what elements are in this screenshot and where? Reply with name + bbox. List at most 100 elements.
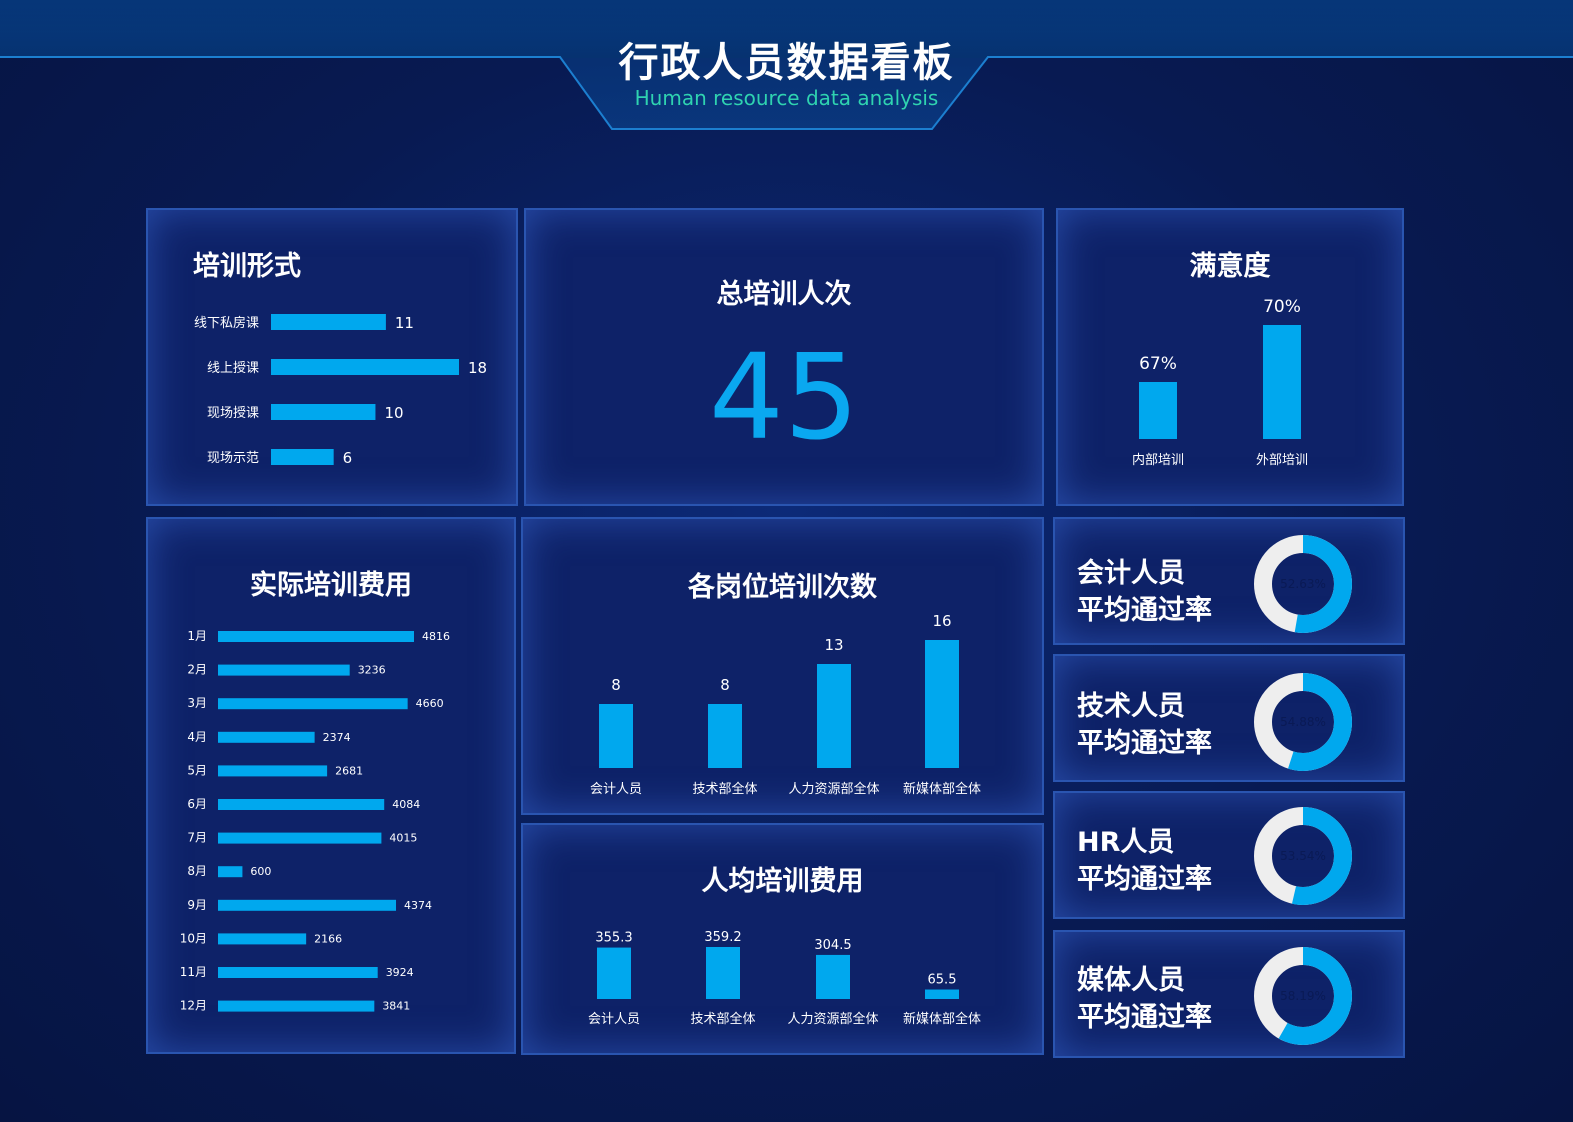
satisfaction-panel: 满意度 67% 内部培训 70% 外部培训 [1056, 208, 1404, 506]
bar-category-label: 现场示范 [207, 451, 259, 466]
bar-category-label: 新媒体部全体 [903, 781, 981, 797]
header-tab-shape [0, 0, 1573, 130]
bar-category-label: 线下私房课 [194, 315, 259, 331]
panel-title: 实际培训费用 [250, 570, 412, 601]
bar-category-label: 技术部全体 [692, 781, 757, 797]
donut-value-label: 52.63% [1280, 577, 1326, 591]
pass-rate-panel-media: 媒体人员 平均通过率 58.19% [1053, 930, 1405, 1058]
bar [218, 967, 378, 978]
pass-rate-metric: 平均通过率 [1077, 864, 1212, 895]
bar-category-label: 7月 [187, 831, 207, 845]
bar [218, 698, 408, 710]
bar [271, 314, 386, 330]
bar [1263, 325, 1301, 439]
bar-value-label: 70% [1263, 297, 1301, 317]
pass-rate-group: HR人员 [1077, 827, 1175, 858]
bar-value-label: 16 [932, 612, 951, 630]
bar-value-label: 10 [384, 404, 403, 422]
bar-value-label: 304.5 [814, 938, 851, 953]
bar [218, 899, 397, 911]
bar-value-label: 4816 [422, 630, 450, 643]
bar-category-label: 9月 [187, 898, 207, 912]
bar-value-label: 6 [343, 449, 353, 467]
bar [271, 449, 334, 465]
bar-category-label: 会计人员 [588, 1012, 640, 1027]
bar-category-label: 外部培训 [1256, 452, 1308, 468]
training-form-panel: 培训形式 线下私房课 11 线上授课 18 现场授课 10 现场示范 6 [146, 208, 518, 506]
bar [218, 799, 385, 810]
pass-rate-label: HR人员 平均通过率 [1077, 824, 1212, 898]
pass-rate-donut: 52.63% [1254, 535, 1352, 633]
satisfaction-chart: 67% 内部培训 70% 外部培训 [1132, 297, 1308, 468]
panel-title: 人均培训费用 [701, 866, 864, 897]
pass-rate-donut: 58.19% [1254, 947, 1352, 1045]
actual-cost-chart: 1月 4816 2月 3236 3月 4660 4月 2374 5月 2681 6月 4084 7月 40… [180, 629, 450, 1013]
bar [706, 947, 740, 999]
pass-rate-group: 会计人员 [1077, 558, 1185, 589]
bar-category-label: 人力资源部全体 [787, 1011, 878, 1027]
bar-value-label: 13 [824, 636, 843, 654]
bar-value-label: 3924 [386, 966, 414, 979]
pass-rate-panel-hr: HR人员 平均通过率 53.54% [1053, 791, 1405, 919]
bar-category-label: 2月 [187, 663, 207, 677]
bar-value-label: 65.5 [928, 973, 957, 988]
bar-category-label: 4月 [187, 730, 207, 744]
pass-rate-label: 技术人员 平均通过率 [1077, 688, 1212, 762]
bar-category-label: 内部培训 [1132, 452, 1184, 468]
per-capita-panel: 人均培训费用 355.3 会计人员 359.2 技术部全体 304.5 人力资源部全体 65… [521, 823, 1044, 1055]
bar [218, 832, 382, 844]
bar [218, 866, 243, 878]
bar-value-label: 4374 [404, 899, 432, 912]
bar-category-label: 新媒体部全体 [903, 1011, 981, 1027]
donut-value-label: 53.54% [1280, 849, 1326, 863]
pass-rate-group: 媒体人员 [1077, 965, 1185, 996]
bar [218, 731, 315, 743]
panel-title: 总培训人次 [716, 279, 852, 310]
total-training-panel: 总培训人次 45 [524, 208, 1044, 506]
donut-arc [1254, 535, 1352, 633]
donut-arc [1254, 947, 1352, 1045]
pass-rate-metric: 平均通过率 [1077, 728, 1212, 759]
bar [271, 404, 376, 420]
donut-value-label: 54.88% [1280, 715, 1326, 729]
pass-rate-donut: 53.54% [1254, 807, 1352, 905]
bar-value-label: 4660 [416, 697, 444, 710]
pass-rate-label: 会计人员 平均通过率 [1077, 555, 1212, 629]
bar-category-label: 线上授课 [207, 361, 259, 376]
bar [817, 664, 851, 768]
bar-value-label: 2681 [335, 764, 363, 777]
position-count-chart: 8 会计人员 8 技术部全体 13 人力资源部全体 16 新媒体部全体 [590, 612, 981, 797]
training-form-chart: 线下私房课 11 线上授课 18 现场授课 10 现场示范 6 [194, 314, 487, 467]
pass-rate-label: 媒体人员 平均通过率 [1077, 962, 1212, 1036]
bar-category-label: 人力资源部全体 [788, 781, 879, 797]
bar [925, 640, 959, 768]
page-subtitle: Human resource data analysis [634, 86, 939, 110]
bar-value-label: 4084 [392, 798, 420, 811]
bar-value-label: 600 [250, 865, 271, 878]
bar [218, 1000, 375, 1012]
bar-category-label: 技术部全体 [690, 1011, 755, 1027]
bar-value-label: 67% [1139, 354, 1177, 374]
bar [218, 765, 328, 777]
pass-rate-metric: 平均通过率 [1077, 595, 1212, 626]
pass-rate-donut: 54.88% [1254, 673, 1352, 771]
bar [925, 989, 959, 999]
bar [599, 704, 633, 768]
donut-value-label: 58.19% [1280, 989, 1326, 1003]
bar-category-label: 8月 [187, 864, 207, 878]
pass-rate-metric: 平均通过率 [1077, 1002, 1212, 1033]
bar-category-label: 会计人员 [590, 782, 642, 797]
bar [218, 933, 307, 945]
bar-value-label: 355.3 [595, 931, 632, 946]
donut-arc [1254, 673, 1352, 771]
bar-value-label: 4015 [389, 832, 417, 845]
pass-rate-panel-tech: 技术人员 平均通过率 54.88% [1053, 654, 1405, 782]
donut-arc [1254, 807, 1352, 905]
actual-cost-panel: 实际培训费用 1月 4816 2月 3236 3月 4660 4月 2374 5月 2681 6月 4… [146, 517, 516, 1054]
bar-value-label: 18 [468, 359, 487, 377]
panel-title: 满意度 [1189, 251, 1271, 282]
position-count-panel: 各岗位培训次数 8 会计人员 8 技术部全体 13 人力资源部全体 16 新媒体部全体 [521, 517, 1044, 815]
bar [597, 947, 631, 999]
bar-value-label: 3841 [382, 1000, 410, 1013]
bar-value-label: 11 [395, 314, 414, 332]
